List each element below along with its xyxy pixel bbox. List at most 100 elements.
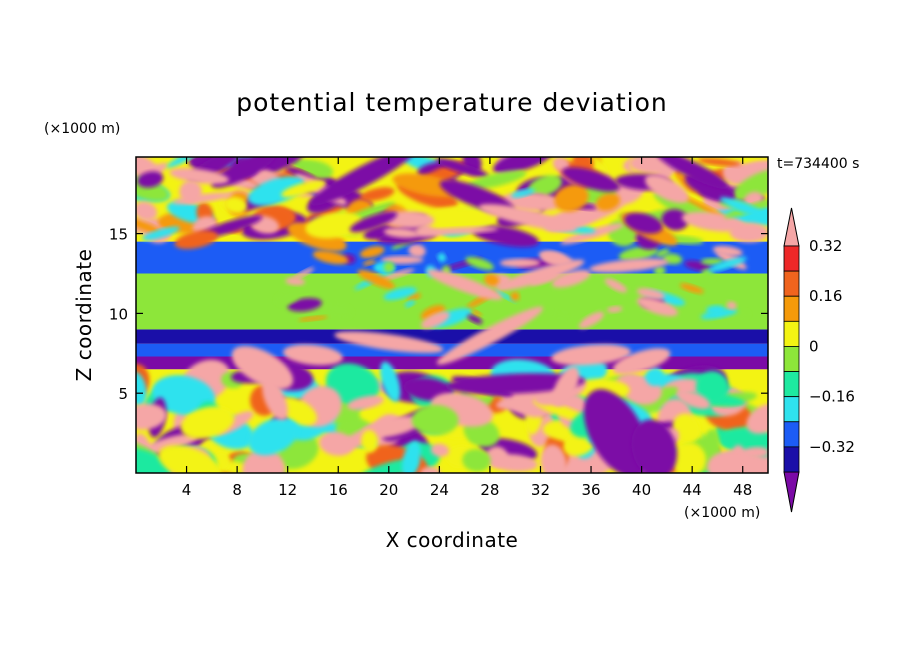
mid-streak (538, 251, 573, 265)
cool-plume (583, 389, 649, 473)
x-tick-label: 24 (430, 481, 449, 499)
colorbar-box (783, 446, 800, 473)
upper-blob (732, 168, 768, 201)
colorbar-tick-label: −0.16 (809, 388, 855, 406)
mid-streak (679, 283, 704, 294)
x-tick-label: 40 (632, 481, 651, 499)
mid-streak (276, 289, 301, 305)
mid-streak (467, 314, 483, 324)
colorbar-box (783, 346, 800, 372)
contour-blob (277, 396, 317, 426)
mid-streak (465, 256, 494, 270)
warm-streak (589, 258, 669, 273)
upper-blob (248, 176, 305, 206)
warm-tongue (551, 344, 631, 366)
upper-blob (305, 212, 363, 239)
plot-area (136, 157, 768, 473)
mid-streak (546, 309, 581, 322)
colorbar-box (783, 295, 800, 322)
mid-streak (636, 297, 678, 317)
mid-streak (636, 288, 665, 300)
mid-streak (383, 261, 395, 273)
upper-blob (136, 215, 162, 235)
contour-blob (401, 440, 421, 473)
x-axis-label: X coordinate (386, 528, 519, 552)
x-tick-label: 8 (232, 481, 242, 499)
warm-tongue (262, 379, 288, 421)
time-label: t=734400 s (777, 156, 859, 172)
contour-blob (563, 432, 595, 457)
colorbar-tick-label: 0 (809, 337, 819, 355)
mid-streak (726, 301, 737, 310)
upper-blob (392, 173, 463, 198)
warm-streak (496, 259, 585, 291)
contour-blob (676, 390, 711, 410)
mid-streak (325, 302, 353, 318)
upper-blob (224, 196, 248, 214)
mid-streak (292, 267, 315, 280)
upper-blob (624, 212, 663, 234)
y-axis-label: Z coordinate (72, 249, 96, 382)
colorbar-box (783, 270, 800, 297)
x-tick-label: 12 (278, 481, 297, 499)
contour-blob (707, 450, 768, 473)
x-tick-label: 28 (480, 481, 499, 499)
warm-patch (479, 204, 577, 232)
mid-streak (654, 266, 666, 276)
mid-streak (655, 248, 670, 257)
upper-blob (360, 187, 395, 202)
mid-streak (380, 255, 424, 265)
mid-streak (618, 246, 659, 261)
upper-blob (596, 193, 621, 211)
upper-blob (527, 175, 562, 197)
contour-blob (485, 446, 508, 468)
upper-blob (435, 158, 489, 178)
mid-streak (499, 258, 541, 268)
warm-tongue (552, 366, 580, 407)
y-tick-label: 10 (109, 305, 128, 323)
contour-blob (380, 361, 401, 402)
mid-streak (298, 315, 328, 322)
mid-streak (287, 298, 322, 312)
mid-streak (700, 308, 738, 320)
x-tick-label: 44 (683, 481, 702, 499)
warm-patch (169, 168, 229, 185)
upper-blob (697, 158, 741, 167)
chart-title: potential temperature deviation (236, 88, 667, 117)
contour-blob (672, 413, 701, 444)
upper-blob (142, 226, 180, 241)
contour-blobs (136, 157, 768, 473)
upper-blob (466, 170, 527, 190)
y-tick-label: 15 (109, 226, 128, 244)
colorbar-box (783, 245, 800, 272)
upper-blob (281, 180, 327, 198)
contour-blob (746, 403, 768, 434)
mid-streak (484, 273, 500, 287)
warm-patch (645, 174, 689, 204)
contour-blob (411, 404, 459, 436)
mid-streak (551, 269, 591, 288)
field-band (136, 329, 768, 344)
colorbar-box (783, 396, 800, 423)
mid-streak (471, 309, 482, 317)
mid-streak (362, 259, 376, 266)
mid-streak (510, 291, 520, 301)
contour-blob (540, 444, 567, 473)
upper-blob (136, 201, 158, 221)
contour-blob (695, 371, 729, 404)
plot-frame (135, 156, 769, 474)
contour-blob (180, 406, 235, 439)
x-tick-label: 48 (733, 481, 752, 499)
contour-blob (462, 448, 491, 472)
upper-blob (552, 157, 570, 172)
warm-tongue (612, 348, 671, 375)
y-tick-label: 5 (118, 385, 128, 403)
contour-blob (248, 417, 298, 456)
contour-blob (361, 429, 378, 453)
mid-streak (707, 256, 747, 272)
upper-blob (349, 211, 398, 233)
upper-blob (136, 175, 169, 202)
x-tick-label: 32 (531, 481, 550, 499)
colorbar-box (783, 371, 800, 398)
cool-plume (445, 373, 586, 395)
